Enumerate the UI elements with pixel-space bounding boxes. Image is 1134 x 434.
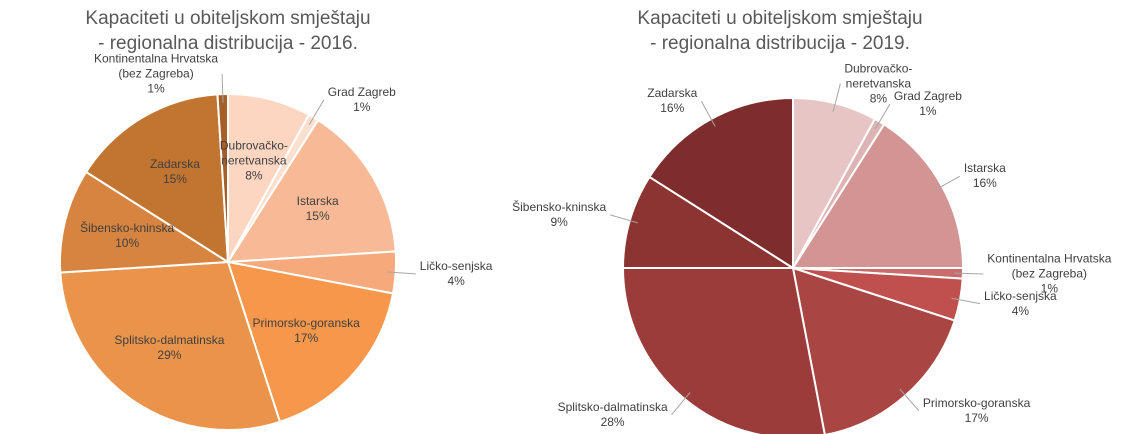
slice-label: Zadarska 15% [150,157,200,187]
leader-line [934,175,961,191]
category-label: Grad Zagreb [327,85,396,100]
slice-label: Ličko-senjska 4% [420,259,493,289]
value-label: 4% [447,273,465,288]
value-label: 9% [550,214,568,229]
value-label: 29% [157,348,182,363]
category-label: Ličko-senjska [984,288,1057,303]
category-label: Šibensko-kninska [512,199,607,214]
leader-line [954,272,984,275]
leader-line [221,73,224,103]
category-label: Istarska [963,161,1006,176]
value-label: 15% [305,208,330,223]
pie-slice [84,93,230,264]
pie-slice [226,260,395,424]
slice-label: Splitsko-dalmatinska 29% [114,333,224,363]
category-label: Splitsko-dalmatinska [114,333,225,348]
category-label: Grad Zagreb [893,89,962,104]
category-label: Primorsko-goranska [252,315,360,330]
pie-slice [59,260,282,431]
leader-line [700,100,716,127]
slice-label: Dubrovačko- neretvanska 8% [220,139,288,184]
category-label: Kontinentalna Hrvatska (bez Zagreba) [987,251,1112,281]
slice-label: Šibensko-kninska 10% [80,221,174,251]
value-label: 8% [869,91,888,106]
category-label: Zadarska [149,157,200,172]
value-label: 16% [660,101,685,116]
category-label: Splitsko-dalmatinska [557,399,668,414]
leader-line [387,271,416,275]
value-label: 1% [353,100,371,115]
value-label: 1% [147,81,165,96]
category-label: Šibensko-kninska [80,221,175,236]
slice-label: Zadarska 16% [647,86,697,116]
pie-slice [226,118,397,264]
slice-label: Grad Zagreb 1% [328,85,396,115]
category-label: Dubrovačko- neretvanska [844,61,913,91]
slice-label: Kontinentalna Hrvatska (bez Zagreba) 1% [94,51,218,96]
category-label: Primorsko-goranska [922,395,1031,410]
chart-title: Kapaciteti u obiteljskom smještaju - reg… [637,8,923,54]
category-label: Dubrovačko- neretvanska [219,138,288,168]
value-label: 8% [245,168,263,183]
category-label: Istarska [296,193,339,208]
value-label: 17% [964,410,989,425]
value-label: 15% [162,172,187,187]
value-label: 4% [1011,303,1030,318]
pie-slice [59,170,232,274]
value-label: 28% [600,414,625,429]
slice-label: Istarska 15% [297,194,339,224]
leader-line [610,214,639,224]
value-label: 10% [115,236,140,251]
slice-label: Kontinentalna Hrvatska (bez Zagreba) 1% [987,251,1111,296]
leader-line [874,103,891,130]
category-label: Zadarska [647,86,698,101]
slice-label: Ličko-senjska 4% [984,289,1057,319]
slice-label: Primorsko-goranska 17% [252,316,359,346]
slice-label: Grad Zagreb 1% [894,89,962,119]
value-label: 1% [1040,281,1058,296]
category-label: Ličko-senjska [419,258,493,273]
value-label: 1% [919,104,937,119]
leader-line [832,83,841,112]
value-label: 17% [294,330,319,345]
leader-line [899,388,920,412]
leader-line [671,392,691,416]
slice-label: Dubrovačko- neretvanska 8% [844,61,912,106]
slice-label: Primorsko-goranska 17% [923,396,1030,426]
slice-label: Istarska 16% [964,161,1006,191]
value-label: 16% [972,176,997,191]
leader-line [308,99,325,125]
chart-title: Kapaciteti u obiteljskom smještaju - reg… [85,8,371,54]
category-label: Kontinentalna Hrvatska (bez Zagreba) [94,51,219,81]
slice-label: Šibensko-kninska 9% [512,200,606,230]
leader-line [951,297,981,305]
slice-label: Splitsko-dalmatinska 28% [558,400,668,430]
